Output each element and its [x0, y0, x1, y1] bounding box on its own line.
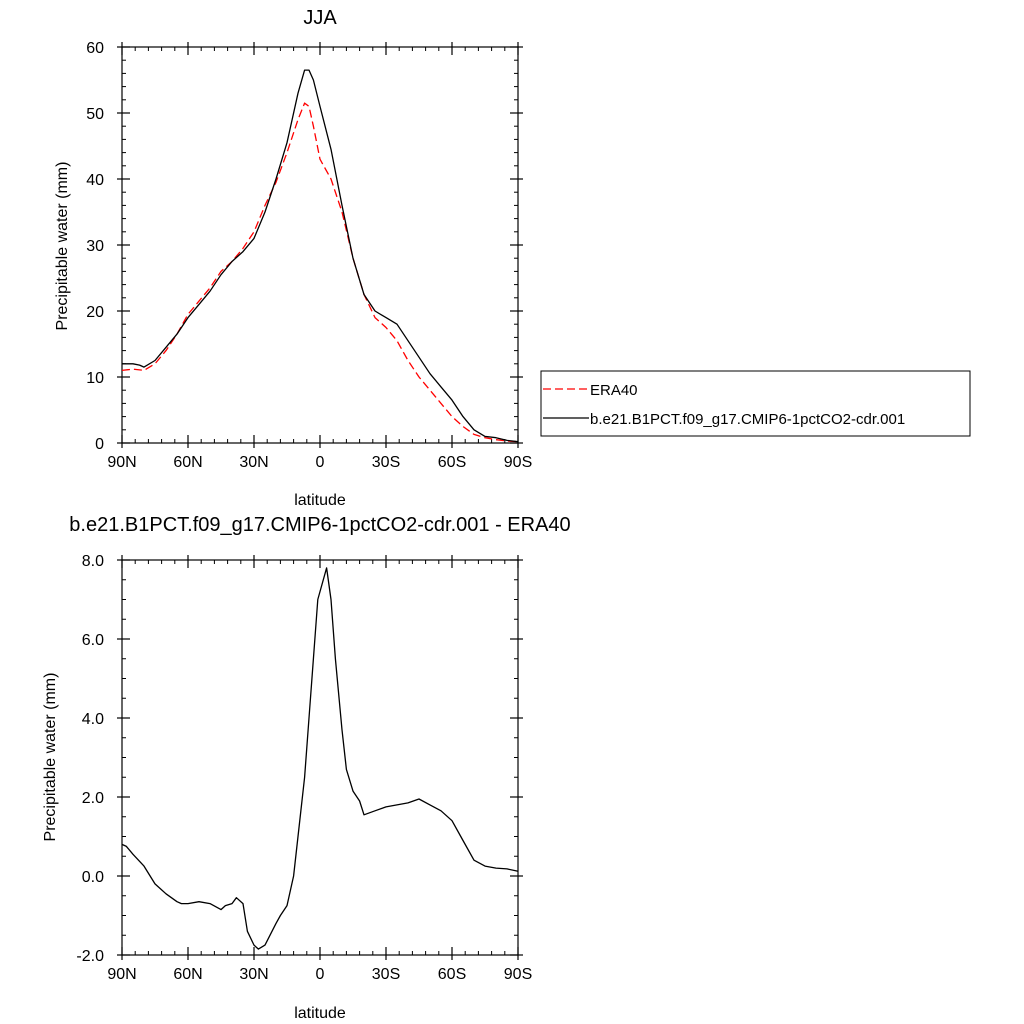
bottom-chart-x-tick-label: 30S [372, 966, 400, 983]
top-chart-title: JJA [303, 7, 337, 29]
top-chart-series [121, 69, 519, 443]
top-chart-x-tick-label: 30N [239, 454, 268, 471]
bottom-chart-series [121, 567, 519, 950]
top-chart: JJA Precipitable water (mm) latitude 90N… [54, 7, 532, 509]
legend-box [540, 370, 971, 437]
top-chart-y-tick-label: 50 [86, 106, 104, 123]
legend-label-model: b.e21.B1PCT.f09_g17.CMIP6-1pctCO2-cdr.00… [590, 411, 905, 428]
top-chart-x-tick-label: 90S [504, 454, 532, 471]
bottom-chart-y-tick-label: 2.0 [82, 790, 104, 807]
legend-label-era40: ERA40 [590, 382, 638, 399]
top-chart-x-tick-label: 30S [372, 454, 400, 471]
bottom-chart-y-tick-label: 6.0 [82, 632, 104, 649]
top-chart-x-tick-label: 60N [173, 454, 202, 471]
bottom-chart-y-tick-label: 0.0 [82, 869, 104, 886]
top-chart-y-tick-label: 60 [86, 40, 104, 57]
bottom-chart-x-tick-label: 90S [504, 966, 532, 983]
bottom-chart-x-axis-label: latitude [294, 1005, 346, 1022]
top-chart-y-tick-label: 40 [86, 172, 104, 189]
bottom-chart-series-line-0 [121, 567, 519, 950]
top-chart-x-axis-label: latitude [294, 492, 346, 509]
bottom-chart-title: b.e21.B1PCT.f09_g17.CMIP6-1pctCO2-cdr.00… [69, 514, 570, 536]
bottom-chart-x-tick-label: 30N [239, 966, 268, 983]
top-chart-ticks: 90N 60N 30N 0 30S 60S 90S 0 10 20 30 40 50 60 [86, 40, 532, 471]
bottom-chart-x-tick-label: 0 [316, 966, 325, 983]
top-chart-x-tick-label: 90N [107, 454, 136, 471]
bottom-chart-x-tick-label: 60N [173, 966, 202, 983]
bottom-chart: b.e21.B1PCT.f09_g17.CMIP6-1pctCO2-cdr.00… [42, 514, 571, 1022]
bottom-chart-y-tick-label: 4.0 [82, 711, 104, 728]
top-chart-x-tick-label: 60S [438, 454, 466, 471]
top-chart-series-line-1 [122, 69, 519, 443]
bottom-chart-y-tick-label: 8.0 [82, 553, 104, 570]
bottom-chart-x-tick-label: 90N [107, 966, 136, 983]
top-chart-y-axis-label: Precipitable water (mm) [54, 162, 71, 331]
top-chart-y-tick-label: 10 [86, 370, 104, 387]
bottom-chart-ticks: 90N 60N 30N 0 30S 60S 90S -2.0 0.0 2.0 4.0 6.0 8.0 [76, 553, 532, 983]
legend: ERA40 b.e21.B1PCT.f09_g17.CMIP6-1pctCO2-… [540, 370, 971, 437]
bottom-chart-x-tick-label: 60S [438, 966, 466, 983]
bottom-chart-plot-frame [121, 559, 519, 956]
bottom-chart-y-axis-label: Precipitable water (mm) [42, 673, 59, 842]
top-chart-x-tick-label: 0 [316, 454, 325, 471]
top-chart-y-tick-label: 20 [86, 304, 104, 321]
top-chart-series-line-0 [121, 102, 519, 443]
top-chart-y-tick-label: 0 [95, 436, 104, 453]
bottom-chart-y-tick-label: -2.0 [76, 948, 104, 965]
top-chart-y-tick-label: 30 [86, 238, 104, 255]
